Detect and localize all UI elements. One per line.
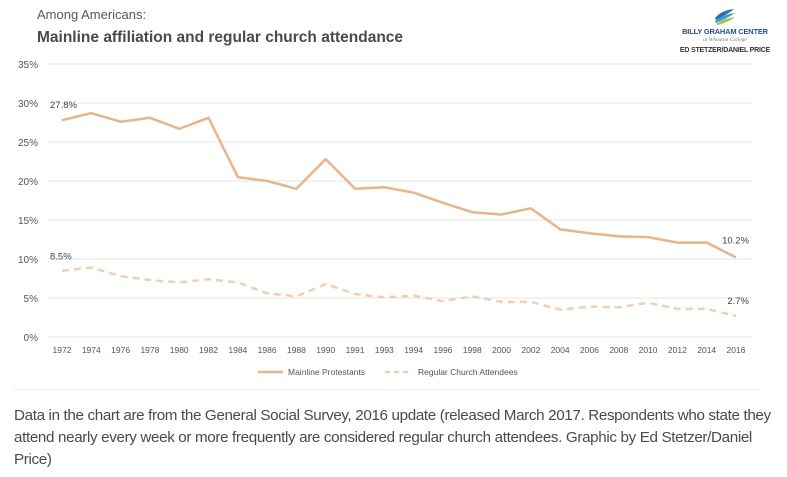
- y-axis-ticks: 0% 5% 10% 15% 20% 25% 30% 35%: [18, 60, 38, 344]
- x-tick-label: 1998: [463, 345, 482, 355]
- data-labels: 27.8% 10.2% 8.5% 2.7%: [50, 100, 750, 307]
- legend-item: Mainline Protestants: [258, 367, 365, 377]
- wave-logo-icon: [715, 9, 735, 25]
- x-tick-label: 1991: [346, 345, 365, 355]
- x-tick-label: 1972: [53, 345, 72, 355]
- gridlines: [48, 63, 752, 338]
- series-lines: [61, 111, 737, 318]
- x-tick-label: 2014: [697, 345, 716, 355]
- legend-label: Regular Church Attendees: [418, 367, 518, 377]
- series-line-mainline-protestants: [61, 111, 737, 259]
- billy-graham-center-logo: BILLY GRAHAM CENTER at Wheaton College E…: [670, 6, 780, 54]
- y-tick-label: 20%: [18, 177, 38, 188]
- y-tick-label: 5%: [24, 294, 39, 305]
- data-label: 2.7%: [727, 296, 749, 307]
- x-tick-label: 1993: [375, 345, 394, 355]
- x-tick-label: 2016: [727, 345, 746, 355]
- x-tick-label: 2004: [551, 345, 570, 355]
- x-tick-label: 1996: [433, 345, 452, 355]
- line-chart: 0%5%10%15%20%25%30%35% 1972 1974 1976 1978 1…: [18, 60, 752, 377]
- chart-caption: Data in the chart are from the General S…: [14, 407, 771, 468]
- y-tick-label: 30%: [18, 99, 38, 110]
- data-label: 27.8%: [50, 100, 77, 111]
- legend-label: Mainline Protestants: [288, 367, 365, 377]
- y-tick-label: 10%: [18, 255, 38, 266]
- x-tick-label: 1994: [404, 345, 423, 355]
- legend-item: Regular Church Attendees: [385, 367, 518, 377]
- logo-credit: ED STETZER/DANIEL PRICE: [679, 47, 771, 54]
- x-tick-label: 2006: [580, 345, 599, 355]
- x-tick-label: 2000: [492, 345, 511, 355]
- x-tick-label: 1982: [199, 345, 218, 355]
- x-tick-label: 1976: [111, 345, 130, 355]
- x-tick-label: 2008: [609, 345, 628, 355]
- x-tick-label: 1978: [140, 345, 159, 355]
- y-tick-label: 25%: [18, 138, 38, 149]
- x-tick-label: 1980: [170, 345, 189, 355]
- y-tick-label: 15%: [18, 216, 38, 227]
- y-tick-label: 0%: [24, 333, 39, 344]
- x-tick-label: 2002: [521, 345, 540, 355]
- x-tick-label: 1988: [287, 345, 306, 355]
- x-tick-label: 1986: [258, 345, 277, 355]
- divider: [14, 389, 759, 390]
- series-line-regular-church-attendees: [61, 266, 737, 318]
- x-tick-label: 1984: [228, 345, 247, 355]
- legend: Mainline Protestants Regular Church Atten…: [258, 367, 518, 377]
- y-tick-label: 35%: [18, 60, 38, 71]
- logo-name: BILLY GRAHAM CENTER: [682, 27, 768, 36]
- x-tick-label: 2012: [668, 345, 687, 355]
- x-axis-ticks: 1972 1974 1976 1978 1980 1982 1984 1986 1988 1990…: [53, 345, 746, 355]
- x-tick-label: 1990: [316, 345, 335, 355]
- x-tick-label: 1974: [82, 345, 101, 355]
- x-tick-label: 2010: [639, 345, 658, 355]
- chart-subtitle: Among Americans:: [37, 7, 147, 22]
- chart-title: Mainline affiliation and regular church …: [37, 29, 404, 46]
- logo-subtitle: at Wheaton College: [703, 37, 747, 43]
- data-label: 8.5%: [50, 252, 72, 263]
- data-label: 10.2%: [722, 235, 749, 246]
